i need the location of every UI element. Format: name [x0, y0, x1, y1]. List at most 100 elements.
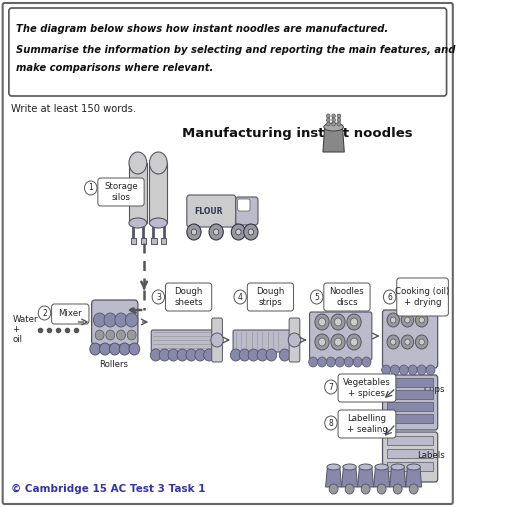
Text: Water: Water: [12, 315, 38, 324]
Text: Cups: Cups: [423, 385, 445, 394]
Circle shape: [362, 357, 371, 367]
Circle shape: [405, 339, 410, 345]
Circle shape: [351, 338, 357, 346]
Bar: [129, 163, 147, 223]
Circle shape: [234, 290, 246, 304]
Polygon shape: [357, 467, 374, 487]
Ellipse shape: [150, 152, 167, 174]
Text: Rollers: Rollers: [99, 360, 129, 369]
Bar: [150, 163, 167, 223]
Text: make comparisons where relevant.: make comparisons where relevant.: [16, 63, 214, 73]
Polygon shape: [323, 127, 344, 152]
Circle shape: [104, 313, 117, 327]
Circle shape: [168, 349, 179, 361]
Circle shape: [280, 349, 290, 361]
Text: Labelling
+ sealing: Labelling + sealing: [347, 414, 388, 434]
FancyBboxPatch shape: [310, 312, 372, 360]
FancyBboxPatch shape: [52, 304, 89, 324]
Circle shape: [409, 484, 418, 494]
Circle shape: [337, 118, 340, 122]
Circle shape: [115, 313, 127, 327]
Text: 2: 2: [42, 308, 47, 317]
Circle shape: [415, 335, 428, 349]
FancyBboxPatch shape: [289, 318, 300, 362]
Text: Storage
silos: Storage silos: [104, 182, 138, 202]
Circle shape: [191, 229, 197, 235]
FancyBboxPatch shape: [382, 310, 438, 368]
Text: © Cambridge 15 AC Test 3 Task 1: © Cambridge 15 AC Test 3 Task 1: [11, 484, 205, 494]
FancyBboxPatch shape: [397, 278, 449, 316]
Ellipse shape: [375, 464, 388, 470]
Circle shape: [332, 118, 335, 122]
Circle shape: [187, 224, 201, 240]
Circle shape: [231, 224, 246, 240]
Bar: [151, 238, 157, 244]
Circle shape: [409, 365, 417, 375]
Circle shape: [211, 333, 223, 347]
Circle shape: [345, 484, 354, 494]
Circle shape: [419, 339, 424, 345]
Text: Manufacturing instant noodles: Manufacturing instant noodles: [182, 127, 413, 140]
FancyBboxPatch shape: [151, 330, 214, 352]
Text: Cooking (oil)
+ drying: Cooking (oil) + drying: [395, 287, 450, 307]
Circle shape: [159, 349, 170, 361]
Ellipse shape: [129, 152, 147, 174]
Text: +: +: [12, 325, 19, 335]
Circle shape: [248, 349, 259, 361]
Text: 1: 1: [89, 184, 93, 193]
Bar: [131, 238, 136, 244]
Bar: [141, 238, 146, 244]
Ellipse shape: [327, 464, 340, 470]
Text: Labels: Labels: [417, 451, 445, 459]
Ellipse shape: [359, 464, 372, 470]
Polygon shape: [342, 467, 357, 487]
Bar: [161, 238, 166, 244]
Circle shape: [38, 306, 51, 320]
Circle shape: [100, 343, 110, 355]
Circle shape: [117, 330, 125, 340]
Circle shape: [93, 313, 106, 327]
Text: 4: 4: [238, 293, 243, 302]
Circle shape: [401, 313, 414, 327]
Circle shape: [426, 365, 435, 375]
Circle shape: [266, 349, 276, 361]
Text: Dough
sheets: Dough sheets: [174, 287, 203, 307]
Circle shape: [393, 484, 402, 494]
Circle shape: [244, 224, 258, 240]
Circle shape: [419, 317, 424, 323]
Text: Dough
strips: Dough strips: [256, 287, 285, 307]
Text: FLOUR: FLOUR: [194, 206, 222, 215]
FancyBboxPatch shape: [382, 432, 438, 482]
Text: 7: 7: [329, 382, 333, 391]
Text: Noodles
discs: Noodles discs: [330, 287, 365, 307]
Circle shape: [248, 229, 253, 235]
Text: 6: 6: [387, 293, 392, 302]
Text: oil: oil: [12, 336, 23, 344]
Ellipse shape: [129, 218, 147, 228]
Text: Vegetables
+ spices: Vegetables + spices: [343, 378, 391, 398]
Circle shape: [335, 357, 344, 367]
Circle shape: [353, 357, 362, 367]
Circle shape: [236, 229, 241, 235]
Circle shape: [327, 114, 330, 118]
Circle shape: [90, 343, 100, 355]
Circle shape: [327, 357, 335, 367]
Circle shape: [318, 338, 326, 346]
Circle shape: [95, 330, 104, 340]
Polygon shape: [406, 467, 422, 487]
Bar: [387, 378, 433, 387]
FancyBboxPatch shape: [382, 375, 438, 430]
Circle shape: [383, 290, 396, 304]
Circle shape: [151, 349, 161, 361]
FancyBboxPatch shape: [247, 283, 293, 311]
Circle shape: [315, 334, 329, 350]
Circle shape: [309, 357, 317, 367]
Circle shape: [125, 313, 138, 327]
FancyBboxPatch shape: [212, 318, 222, 362]
Ellipse shape: [324, 123, 344, 131]
Circle shape: [257, 349, 268, 361]
FancyBboxPatch shape: [98, 178, 144, 206]
Text: 5: 5: [314, 293, 319, 302]
Circle shape: [337, 114, 340, 118]
Circle shape: [127, 330, 136, 340]
